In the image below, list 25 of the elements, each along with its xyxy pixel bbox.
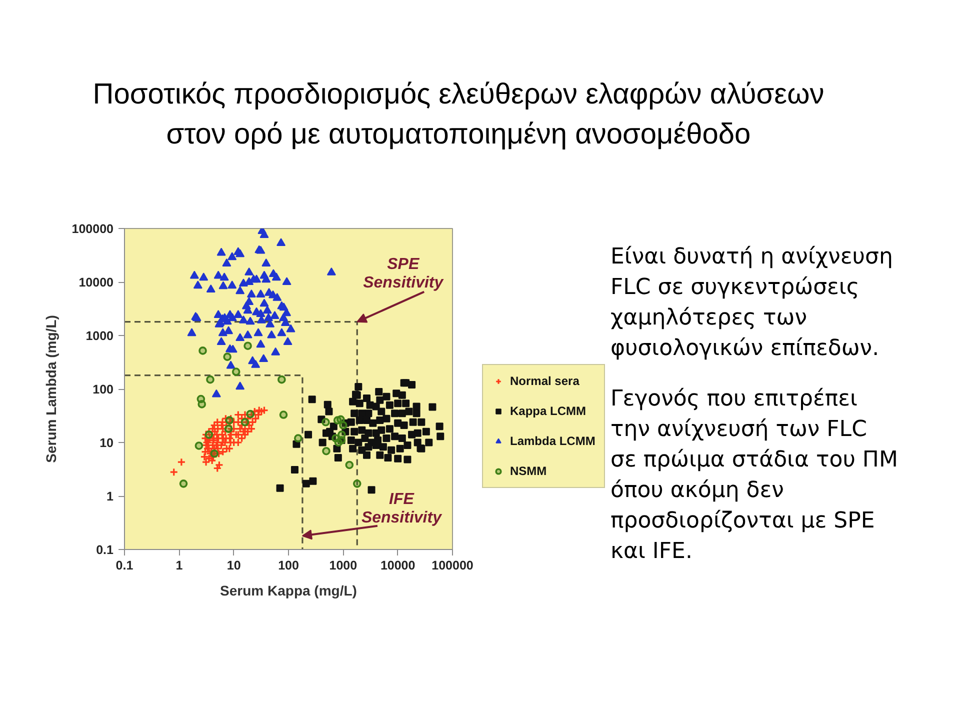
y-tick-label: 100000 <box>72 222 114 236</box>
x-tick-label: 1 <box>176 558 183 572</box>
text: Είναι δυνατή η ανίχνευση FLC σε συγκεντρώσεις χαμηλότερες των φυσιολογικών επίπεδων. <box>610 244 893 361</box>
x-axis-title: Serum Kappa (mg/L) <box>220 582 357 598</box>
legend-label: Normal sera <box>510 374 580 388</box>
x-tick-label: 10000 <box>380 558 416 572</box>
y-axis-title: Serum Lambda (mg/L) <box>42 315 59 463</box>
annotation: SPE Sensitivity <box>363 256 444 292</box>
x-tick-label: 0.1 <box>116 558 134 572</box>
y-tick-label: 1 <box>106 490 114 504</box>
annotation: IFE Sensitivity <box>361 490 443 527</box>
x-tick-label: 10 <box>226 558 241 572</box>
x-tick-label: 100000 <box>432 558 474 572</box>
x-tick-label: 1000 <box>329 558 358 572</box>
legend-label: Lambda LCMM <box>510 434 596 448</box>
chart-title: Ποσοτικός προσδιορισμός ελεύθερων ελαφρών αλύσεων στον ορό με αυτοματοποιημένη ανοσομέθοδο <box>92 78 824 150</box>
y-tick-label: 1000 <box>86 329 114 343</box>
legend-label: NSMM <box>510 464 547 478</box>
y-tick-label: 0.1 <box>96 543 114 557</box>
y-tick-label: 10000 <box>78 276 114 290</box>
legend-label: Kappa LCMM <box>510 404 586 418</box>
x-tick-label: 100 <box>278 558 299 572</box>
y-tick-label: 10 <box>100 436 114 450</box>
y-tick-label: 100 <box>92 382 114 396</box>
text: Γεγονός που επιτρέπει την ανίχνευσή των FLC σε πρώιμα στάδια του ΠΜ όπου ακόμη δεν προσδιορίζονται με SPE και IFE. <box>610 386 898 564</box>
